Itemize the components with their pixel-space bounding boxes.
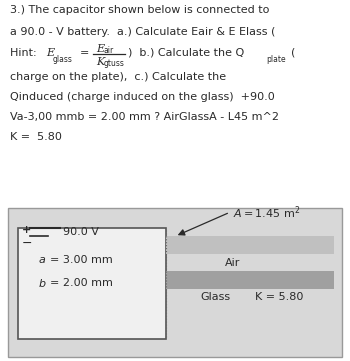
Text: Air: Air (225, 258, 240, 269)
Text: = 2.00 mm: = 2.00 mm (50, 278, 113, 288)
Text: $A = 1.45\ \mathrm{m}^2$: $A = 1.45\ \mathrm{m}^2$ (233, 204, 300, 221)
Text: +: + (22, 225, 31, 235)
Text: Hint:: Hint: (10, 48, 40, 58)
Text: K: K (96, 57, 104, 67)
Text: E: E (46, 48, 54, 58)
Text: plate: plate (266, 55, 286, 64)
Text: a 90.0 - V battery.  a.) Calculate Eair & E Elass (: a 90.0 - V battery. a.) Calculate Eair &… (10, 27, 275, 37)
FancyBboxPatch shape (18, 228, 166, 339)
Text: charge on the plate),  c.) Calculate the: charge on the plate), c.) Calculate the (10, 72, 226, 82)
Text: = 3.00 mm: = 3.00 mm (50, 256, 113, 265)
Text: (: ( (291, 48, 295, 58)
Text: Va-3,00 mmb = 2.00 mm ? AirGlassA - L45 m^2: Va-3,00 mmb = 2.00 mm ? AirGlassA - L45 … (10, 112, 279, 122)
Bar (166, 270, 334, 288)
Text: )  b.) Calculate the Q: ) b.) Calculate the Q (128, 48, 244, 58)
Text: $b$: $b$ (38, 277, 47, 288)
Text: K = 5.80: K = 5.80 (255, 292, 303, 302)
Text: gtuss: gtuss (104, 59, 125, 68)
Text: glass: glass (53, 55, 73, 64)
Text: 90.0 V: 90.0 V (63, 227, 99, 237)
FancyBboxPatch shape (8, 208, 342, 357)
Text: K =  5.80: K = 5.80 (10, 132, 62, 142)
Text: 3.) The capacitor shown below is connected to: 3.) The capacitor shown below is connect… (10, 5, 270, 15)
Text: =: = (80, 48, 89, 58)
Text: $a$: $a$ (38, 256, 46, 265)
Text: Qinduced (charge induced on the glass)  +90.0: Qinduced (charge induced on the glass) +… (10, 92, 275, 102)
Text: Glass: Glass (200, 292, 230, 302)
Text: E: E (96, 44, 104, 54)
Text: air: air (104, 46, 114, 55)
Bar (166, 236, 334, 255)
Text: −: − (22, 237, 33, 250)
